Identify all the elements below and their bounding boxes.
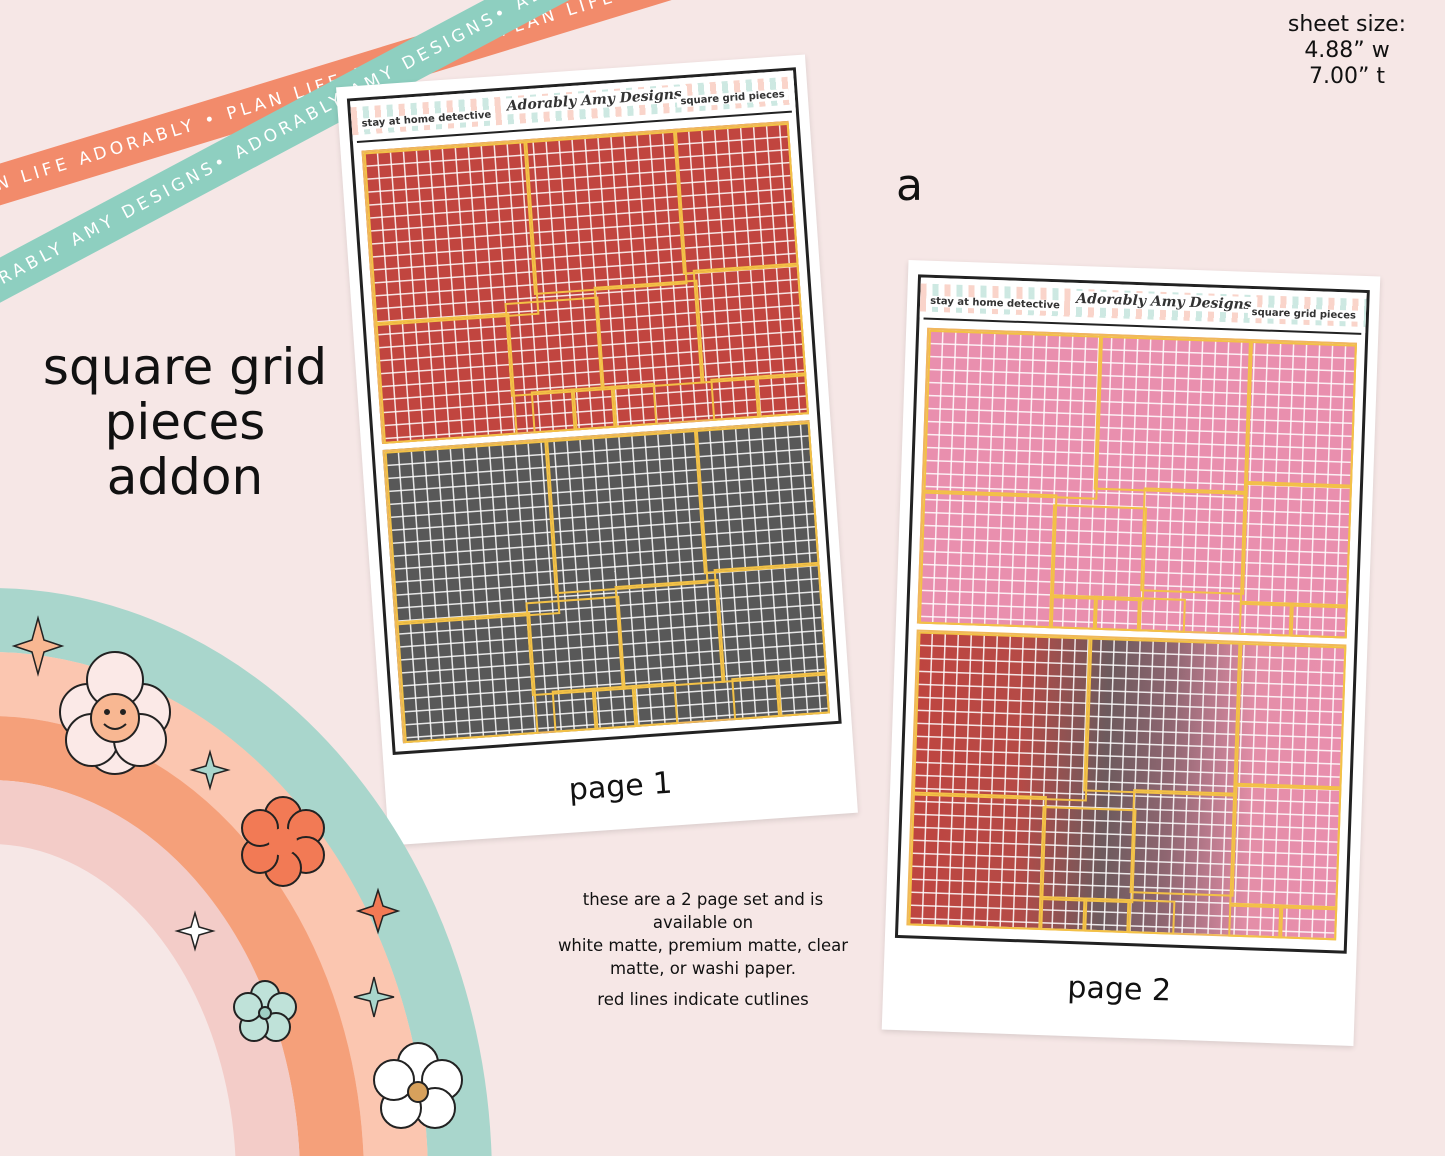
sheet-card-page-2: stay at home detective Adorably Amy Desi…: [881, 259, 1381, 1047]
cutline: [523, 130, 688, 296]
caption-line-1: these are a 2 page set and is available …: [582, 890, 824, 932]
title-line-1: square grid: [42, 338, 328, 396]
cutline: [775, 671, 830, 718]
cutline: [614, 578, 726, 690]
cutline: [1039, 806, 1137, 904]
cutline: [1243, 340, 1357, 489]
cutline: [923, 329, 1104, 500]
cutline: [1083, 637, 1243, 797]
cutline: [544, 429, 709, 595]
teal-flower-icon: [233, 980, 297, 1042]
sheet-size-height: 7.00” t: [1308, 64, 1385, 89]
sheet-frame: stay at home detective Adorably Amy Desi…: [894, 274, 1370, 954]
cutline: [693, 422, 820, 574]
cutline: [1228, 902, 1284, 939]
cutline: [1136, 597, 1186, 633]
title-line-3: addon: [106, 448, 264, 506]
smiley-flower-icon: [59, 651, 171, 775]
cutline: [731, 674, 783, 721]
cutline: [692, 262, 807, 384]
white-flower-icon: [373, 1042, 463, 1129]
cutline: [1049, 504, 1148, 602]
cutline: [375, 312, 518, 444]
sheet-size-label: sheet size:: [1287, 12, 1407, 37]
cutline: [1126, 899, 1176, 935]
grid-panel-red: [361, 120, 810, 444]
sparkle-icon: [11, 615, 401, 1018]
cutline: [908, 791, 1047, 931]
variant-letter: a: [896, 160, 923, 211]
cutline: [1233, 642, 1347, 791]
cutline: [1092, 595, 1142, 632]
product-title: square grid pieces addon: [20, 340, 350, 505]
cutline: [1093, 335, 1253, 495]
cutline: [610, 382, 658, 428]
cutline: [1229, 782, 1342, 911]
cutline: [912, 631, 1093, 802]
cutline: [918, 489, 1058, 629]
cutline: [1288, 602, 1348, 639]
cutline: [1239, 480, 1353, 609]
sheet-size-width: 4.88” w: [1304, 38, 1390, 63]
sheet-frame: stay at home detective Adorably Amy Desi…: [346, 67, 842, 755]
sheet-card-page-1: stay at home detective Adorably Amy Desi…: [336, 54, 858, 846]
page-label: page 1: [567, 765, 674, 808]
cutline: [525, 595, 626, 697]
cutline: [672, 122, 799, 275]
cutline: [754, 372, 810, 418]
cutline: [1129, 789, 1238, 897]
grid-panel-gray: [382, 420, 830, 744]
cutline: [1238, 600, 1294, 637]
orange-flower-icon: [241, 796, 325, 887]
cutline: [1140, 487, 1248, 595]
caption-line-2: white matte, premium matte, clear matte,…: [557, 936, 849, 978]
product-caption: these are a 2 page set and is available …: [548, 888, 858, 1019]
grid-panel-pink: [916, 327, 1357, 639]
cutline: [396, 612, 539, 744]
cutline: [384, 440, 561, 626]
sheet-header: stay at home detective Adorably Amy Desi…: [919, 277, 1367, 335]
cutline: [710, 375, 762, 421]
cutline: [1038, 895, 1088, 932]
cutline: [713, 561, 828, 683]
title-line-2: pieces: [104, 393, 266, 451]
cutline: [1278, 904, 1338, 941]
caption-line-3: red lines indicate cutlines: [597, 990, 809, 1009]
cutline: [504, 296, 605, 397]
cutline: [363, 141, 540, 327]
cutline: [593, 279, 705, 391]
cutline: [1082, 897, 1132, 934]
sheet-size-info: sheet size: 4.88” w 7.00” t: [1277, 12, 1417, 90]
cutline: [631, 682, 679, 728]
page-label: page 2: [1066, 969, 1172, 1009]
grid-panel-gradient: [906, 629, 1347, 941]
cutline: [1048, 594, 1098, 630]
